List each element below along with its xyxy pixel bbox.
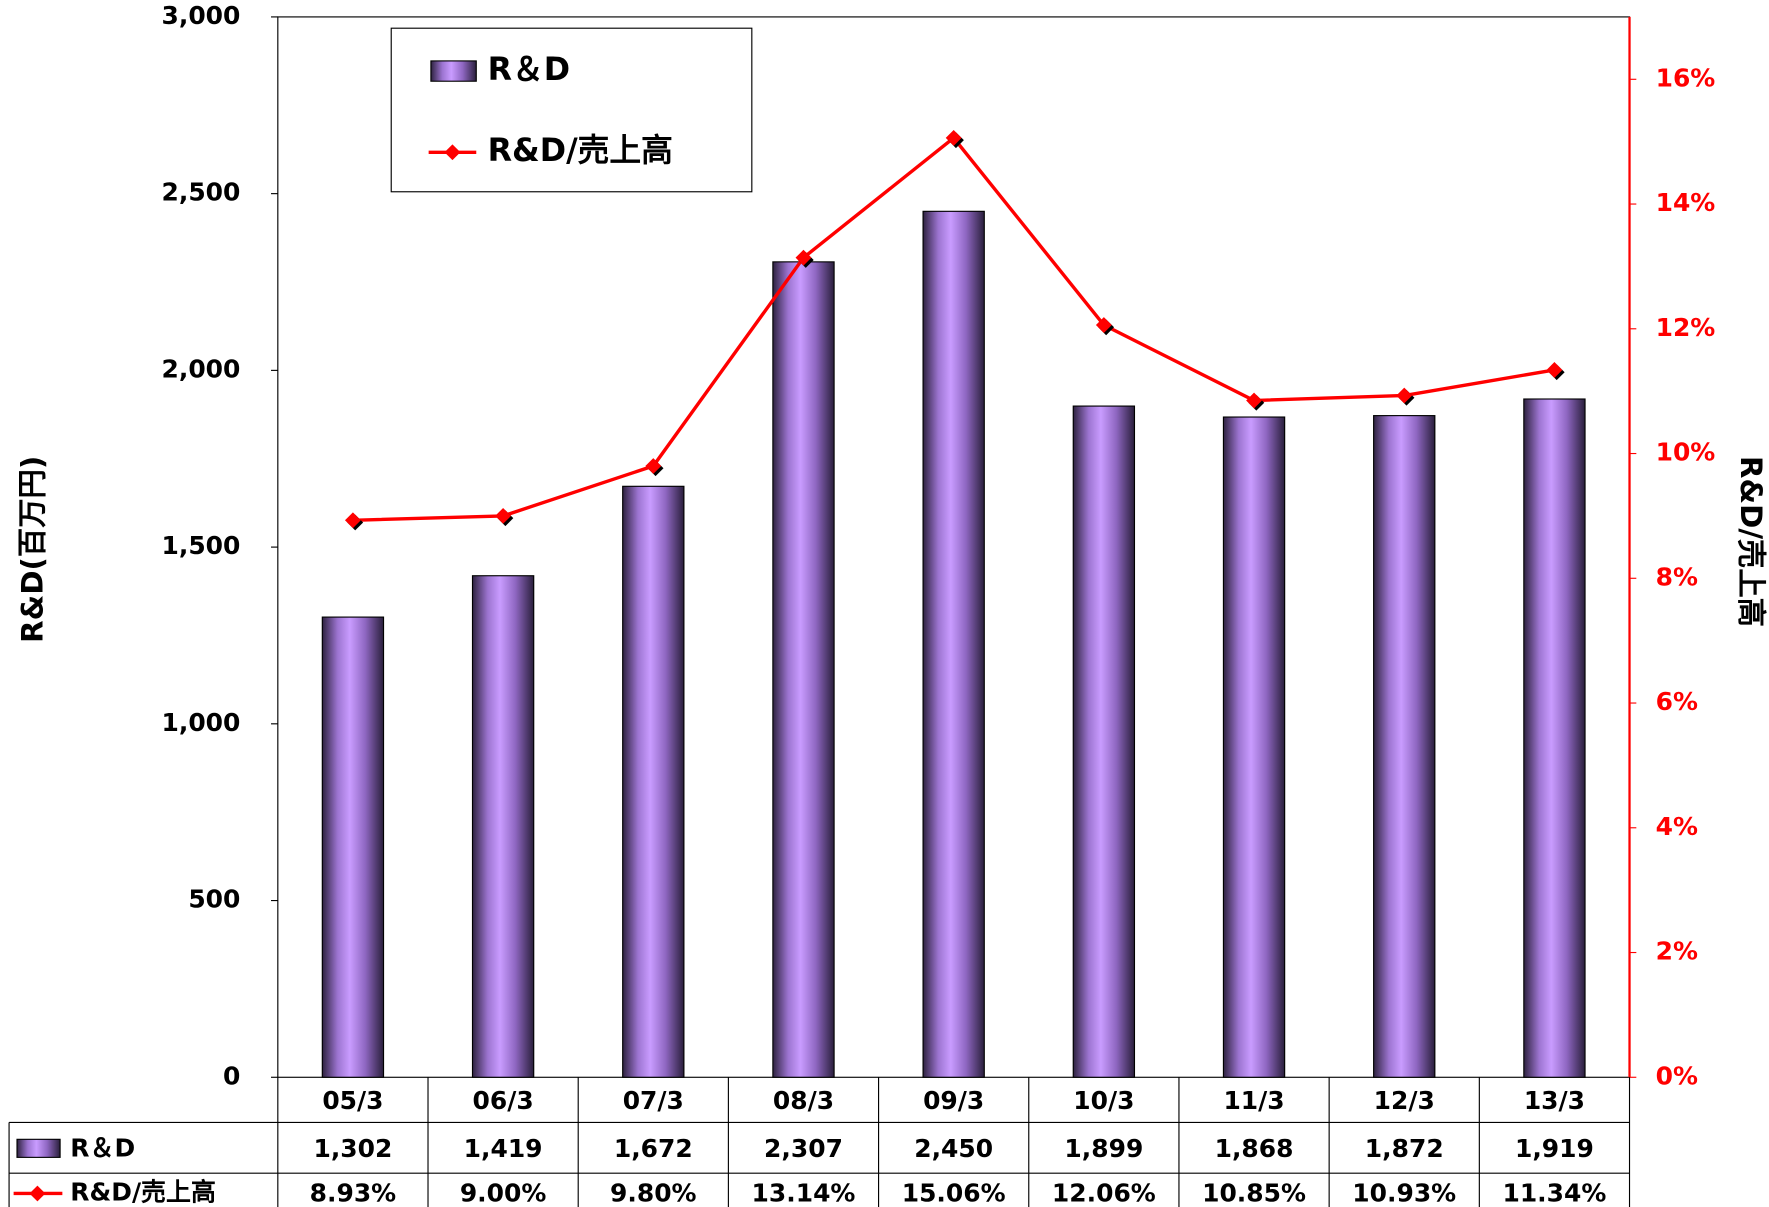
table-value: 11.34% [1502,1179,1606,1207]
marker [795,249,812,266]
y2-tick-label: 0% [1656,1061,1698,1090]
bar [622,485,685,1078]
y-tick-label: 500 [188,885,240,914]
table-value: 1,302 [313,1134,392,1163]
table-value: 1,419 [464,1134,543,1163]
y-tick-label: 3,000 [162,1,241,30]
table-value: 1,868 [1215,1134,1294,1163]
y2-axis-title: R&D/売上高 [1734,456,1768,627]
y-tick-label: 1,000 [162,708,241,737]
x-tick-label: 11/3 [1223,1086,1284,1115]
x-tick-label: 10/3 [1073,1086,1134,1115]
legend-label: R＆D [488,52,571,88]
y-tick-label: 1,500 [162,531,241,560]
legend-label: R&D/売上高 [488,133,673,169]
table-marker-key [29,1185,46,1202]
y-axis-title: R&D(百万円) [15,456,49,643]
x-tick-label: 07/3 [623,1086,684,1115]
bar [321,616,385,1078]
y-tick-label: 2,500 [162,178,241,207]
table-value: 9.80% [610,1179,697,1207]
y2-tick-label: 6% [1656,687,1698,716]
bar [1523,398,1586,1078]
table-value: 1,872 [1365,1134,1444,1163]
table-value: 1,919 [1515,1134,1594,1163]
y2-tick-label: 2% [1656,937,1698,966]
table-value: 9.00% [460,1179,547,1207]
table-value: 15.06% [902,1179,1006,1207]
legend-marker [444,144,461,161]
table-value: 2,450 [914,1134,993,1163]
x-tick-label: 05/3 [322,1086,383,1115]
bar [1222,416,1286,1078]
table-value: 13.14% [752,1179,856,1207]
table-value: 12.06% [1052,1179,1156,1207]
bar [922,210,985,1078]
x-tick-label: 08/3 [773,1086,834,1115]
legend-box [390,27,753,193]
y2-tick-label: 16% [1656,63,1716,92]
table-value: 8.93% [310,1179,397,1207]
x-tick-label: 13/3 [1524,1086,1585,1115]
bar [471,575,535,1078]
y2-tick-label: 12% [1656,313,1716,342]
y2-tick-label: 8% [1656,562,1698,591]
x-tick-label: 12/3 [1374,1086,1435,1115]
table-value: 10.93% [1352,1179,1456,1207]
table-value: 10.85% [1202,1179,1306,1207]
x-tick-label: 06/3 [473,1086,534,1115]
x-tick-label: 09/3 [923,1086,984,1115]
marker [645,458,662,474]
y-tick-label: 0 [223,1061,240,1090]
bar [772,261,835,1078]
table-value: 1,899 [1064,1134,1143,1163]
table-swatch [16,1138,61,1158]
bar [1072,405,1136,1078]
y2-tick-label: 4% [1656,812,1698,841]
marker [495,508,512,524]
bar [1373,415,1436,1078]
marker [1546,362,1563,378]
marker [945,130,962,146]
legend-swatch [430,60,477,82]
table-value: 2,307 [764,1134,843,1163]
y-tick-label: 2,000 [162,354,241,383]
table-row-label: R&D/売上高 [70,1178,216,1207]
table-value: 1,672 [614,1134,693,1163]
y2-tick-label: 14% [1656,188,1716,217]
marker [1246,392,1262,409]
table-row-label: R＆D [70,1134,135,1163]
y2-tick-label: 10% [1656,438,1716,467]
